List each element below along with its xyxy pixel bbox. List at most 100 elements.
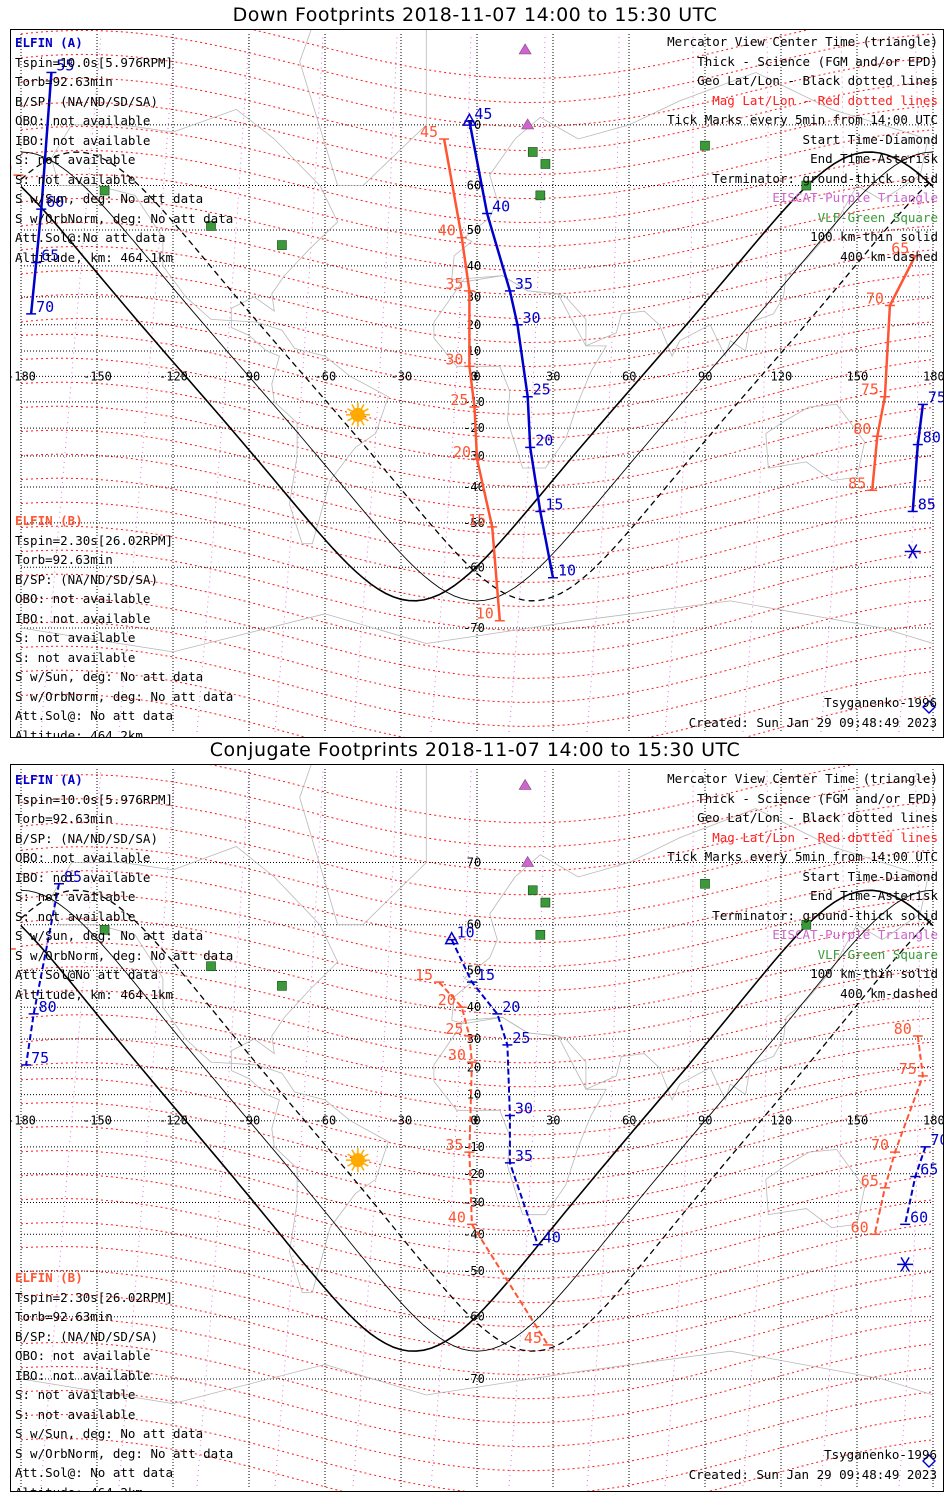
legend-item: Terminator: ground-thick solid [712,907,938,923]
mag-lat-line [20,822,934,896]
mag-lon-line [664,769,694,1487]
track-time-label: 85 [848,474,866,492]
lon-tick-label: -120 [159,1114,188,1128]
track-time-label: 35 [515,1147,533,1165]
eiscat-marker [521,855,535,867]
top-title: Down Footprints 2018-11-07 14:00 to 15:3… [232,4,718,26]
bottom-model-label: Tsyganenko-1996 [824,1447,937,1462]
track-time-label: 70 [36,298,54,316]
info-line: S w/Sun, deg: No att data [15,669,204,684]
info-line: S w/OrbNorm, deg: No att data [15,1445,234,1461]
coastline [299,765,427,926]
track-time-label: 65 [861,1172,879,1190]
coastline [765,403,866,481]
bottom-map-svg: -180-150-120-90-60-300306090120150180706… [11,765,943,1491]
bottom-elfin-b-info: ELFIN (B) Tspin=2.30s[26.02RPM] Torb=92.63… [15,1268,234,1492]
mag-lon-line [352,34,398,733]
info-line: S: not available [15,889,136,904]
legend-item: End Time-Asterisk [810,151,938,166]
lon-tick-label: 60 [622,1114,636,1128]
mag-lat-line [20,149,934,224]
lat-tick-label: -50 [463,516,485,530]
info-line: S w/Sun, deg: No att data [15,191,204,206]
info-line: Altitude, km: 464.1km [15,986,174,1002]
lat-tick-label: -30 [463,1195,485,1209]
track-time-label: 85 [918,495,936,513]
coastline [20,1350,934,1405]
sun-ray [360,404,365,410]
terminator-ground [20,889,934,1352]
track-time-label: 45 [474,105,492,123]
bottom-map-panel: -180-150-120-90-60-300306090120150180706… [10,764,944,1492]
info-line: IBO: not available [15,869,151,885]
coastline [433,275,607,469]
legend-item: 400 km-dashed [840,985,938,1001]
sun-ray [351,1149,356,1156]
legend-item: Mag Lat/Lon - Red dotted lines [712,92,938,108]
info-line: Altitude, km: 464.1km [15,249,174,265]
track-time-label: 60 [46,193,64,211]
mag-lat-line [20,125,934,200]
vlf-station-marker [99,925,110,935]
lat-tick-label: -40 [463,1227,485,1241]
info-line: S w/OrbNorm, deg: No att data [15,688,234,704]
sun-ray [351,404,356,410]
terminator-400km [20,151,934,602]
info-line: Tspin=2.30s[26.02RPM] [15,532,174,548]
lat-tick-label: 0 [470,1114,477,1128]
vlf-station-marker [206,221,216,231]
satellite-name: ELFIN (A) [15,35,83,50]
coastline [51,108,389,545]
sun-ray [360,1149,365,1156]
coastline [299,30,427,186]
mag-lat-line [20,918,934,992]
track-time-label: 20 [535,431,553,449]
info-line: Att.Sol@: No att data [15,1465,174,1480]
top-elfin-a-info: ELFIN (A) Tspin=10.0s[5.976RPM] Torb=92.63… [15,33,233,267]
legend-item: 100 km-thin solid [810,966,938,981]
mag-lat-line [20,317,934,392]
lat-tick-label: 40 [467,259,481,273]
lon-tick-label: -30 [391,1114,413,1128]
sun-icon [350,407,365,422]
legend-item: Thick - Science (FGM and/or EPD) [697,53,938,69]
track-time-label: 35 [515,275,533,293]
lon-tick-label: 0 [474,369,481,383]
track-time-label: 70 [866,289,884,307]
lon-tick-label: 150 [847,1114,869,1128]
lat-tick-label: 50 [467,963,481,977]
vlf-station-marker [277,240,287,250]
lon-tick-label: 30 [546,1114,560,1128]
lat-tick-label: 0 [470,369,477,383]
center-time-triangle [462,112,477,126]
track-time-label: 30 [448,1046,466,1064]
eiscat-marker [521,118,535,130]
track-time-label: 25 [533,381,551,399]
info-line: S w/Sun, deg: No att data [15,928,204,943]
legend-item: Terminator: ground-thick solid [712,170,938,186]
satellite-track [468,120,555,578]
mag-lon-line [274,769,324,1487]
sun-ray [351,419,356,426]
terminator-ground [20,151,934,602]
satellite-name: ELFIN (B) [15,1270,83,1285]
track-time-label: 40 [492,197,510,215]
info-line: S: not available [15,171,136,187]
mag-lon-line [508,769,546,1487]
track-time-label: 60 [910,1208,928,1226]
mag-lat-line [20,1014,934,1088]
mag-lat-line [20,77,934,152]
sun-ray [362,408,369,413]
info-line: Altitude: 464.2km [15,1484,143,1492]
lat-tick-label: 70 [467,855,481,869]
vlf-station-marker [540,897,551,908]
terminator-100km [20,889,934,1352]
legend-item: Geo Lat/Lon - Black dotted lines [697,810,938,825]
mag-lat-line [20,774,934,848]
track-time-label: 30 [523,309,541,327]
mag-lat-line [20,966,934,1040]
info-line: Att.Sol@: No att data [15,708,174,723]
track-time-label: 40 [448,1208,466,1226]
lon-tick-label: 120 [771,369,793,383]
track-time-label: 80 [853,420,871,438]
